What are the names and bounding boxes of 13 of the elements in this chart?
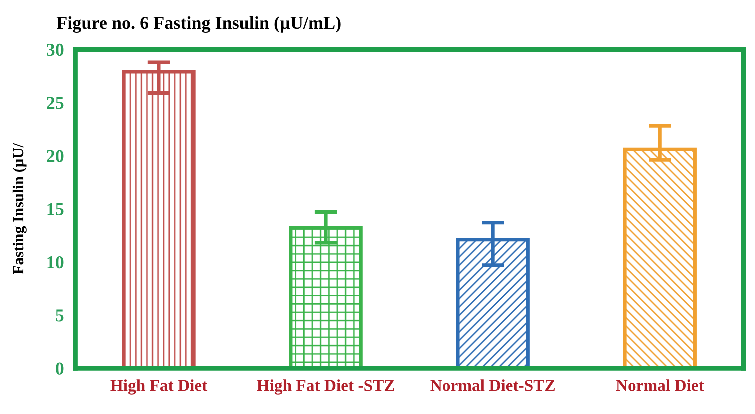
y-tick-label: 25 bbox=[47, 97, 64, 110]
y-tick-label: 0 bbox=[56, 362, 64, 375]
y-tick-label: 20 bbox=[47, 150, 64, 162]
y-tick-label: 30 bbox=[47, 44, 64, 56]
x-tick-label: High Fat Diet -STZ bbox=[257, 380, 394, 395]
y-tick-label: 15 bbox=[48, 203, 64, 216]
chart-title: Figure no. 6 Fasting Insulin (µU/mL) bbox=[56, 16, 341, 33]
x-tick-label: Normal Diet-STZ bbox=[430, 380, 555, 392]
y-tick-label: 5 bbox=[56, 310, 64, 322]
y-tick-label: 10 bbox=[48, 256, 64, 269]
x-tick-label: High Fat Diet bbox=[110, 380, 208, 395]
y-axis-title: Fasting Insulin (µU/ bbox=[12, 143, 27, 274]
x-tick-label: Normal Diet bbox=[616, 380, 704, 392]
